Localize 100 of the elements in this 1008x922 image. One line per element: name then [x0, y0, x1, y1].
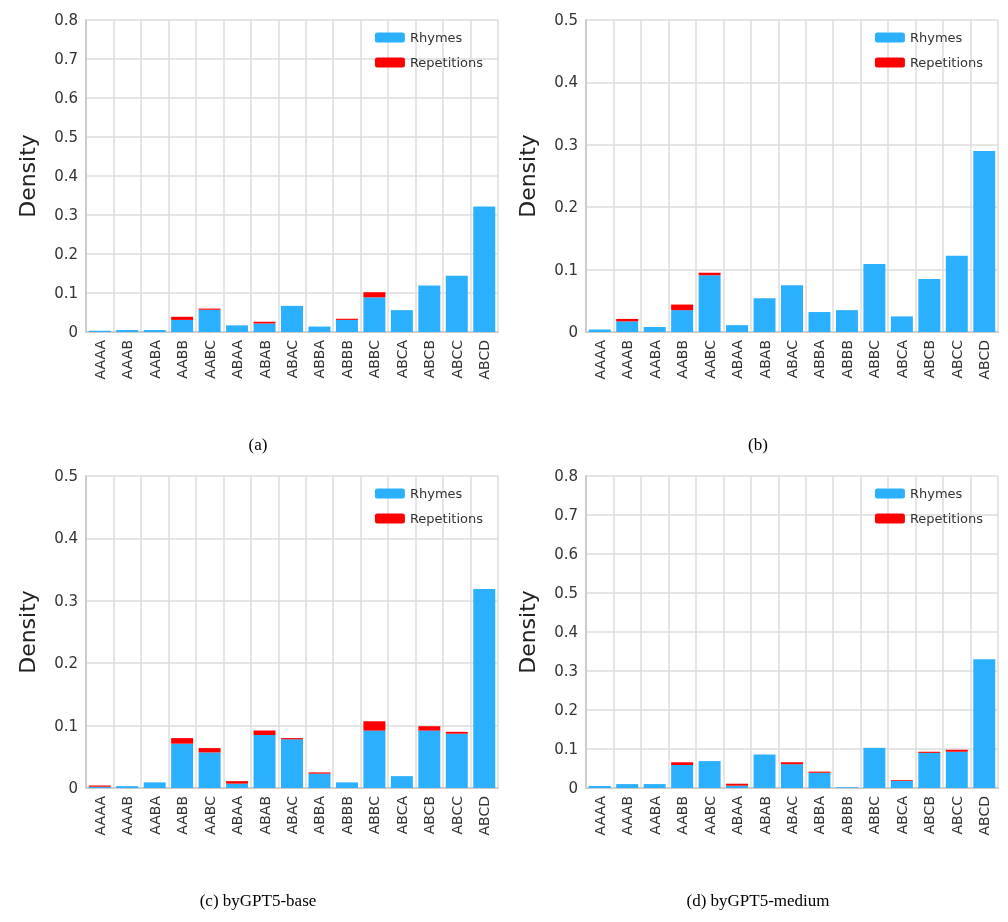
legend-label: Repetitions — [909, 55, 984, 70]
bar — [643, 784, 666, 788]
y-axis-title: Density — [514, 590, 540, 674]
x-tick-label: AABB — [174, 340, 191, 379]
bar — [226, 783, 249, 788]
x-tick-label: ABBC — [366, 339, 383, 379]
bar — [198, 309, 221, 332]
bar — [445, 733, 468, 788]
y-tick-label: 0.3 — [554, 662, 578, 680]
bar — [363, 292, 386, 298]
bar — [171, 738, 194, 744]
x-tick-label: ABAC — [284, 339, 300, 379]
y-tick-label: 0 — [68, 323, 78, 341]
x-tick-label: ABCB — [921, 796, 938, 835]
y-tick-label: 0.6 — [554, 545, 578, 563]
bar — [363, 730, 386, 788]
text: (a) — [248, 435, 268, 454]
y-tick-label: 0.8 — [554, 467, 578, 485]
x-tick-label: ABBB — [338, 796, 355, 835]
x-tick-label: ABBA — [811, 339, 828, 379]
x-tick-label: ABBC — [366, 795, 383, 835]
bar — [616, 321, 639, 332]
bar — [835, 310, 858, 332]
x-tick-label: ABAC — [784, 339, 800, 379]
x-tick-label: ABCB — [421, 340, 438, 379]
bar — [418, 726, 441, 731]
x-tick-label: AAAB — [119, 340, 136, 380]
x-tick-label: ABAC — [784, 795, 800, 835]
bar — [781, 764, 803, 788]
bar — [808, 312, 831, 332]
y-tick-label: 0.2 — [54, 245, 78, 263]
x-tick-label: AAAA — [591, 795, 608, 836]
x-tick-label: ABCD — [976, 340, 993, 380]
bar — [890, 780, 913, 788]
legend-label: Repetitions — [909, 511, 984, 526]
y-axis-title: Density — [514, 134, 540, 218]
bar — [863, 263, 886, 332]
bar — [281, 305, 303, 332]
bar — [253, 323, 276, 332]
x-tick-label: ABAB — [756, 796, 773, 835]
x-tick-label: AABA — [146, 339, 163, 379]
x-tick-label: ABAB — [256, 796, 273, 835]
x-tick-label: ABCA — [393, 795, 410, 835]
y-tick-label: 0 — [568, 323, 578, 341]
bar — [973, 151, 996, 332]
y-tick-label: 0.5 — [54, 467, 78, 485]
bar — [198, 752, 221, 788]
x-tick-label: ABBB — [838, 796, 855, 835]
bar — [171, 743, 194, 788]
x-tick-label: ABBA — [311, 339, 328, 379]
x-tick-label: ABCD — [476, 796, 493, 836]
y-tick-label: 0.3 — [54, 591, 78, 610]
x-tick-label: AABC — [201, 339, 218, 379]
bar — [253, 730, 276, 735]
legend-label: Repetitions — [409, 511, 484, 526]
x-tick-label: ABCA — [893, 795, 910, 835]
y-tick-label: 0.6 — [54, 89, 78, 107]
bar — [918, 278, 941, 332]
legend-label: Rhymes — [909, 486, 963, 501]
bar — [890, 316, 913, 332]
bar — [753, 298, 776, 332]
x-tick-label: ABCD — [976, 796, 993, 836]
x-tick-label: ABBB — [838, 340, 855, 379]
x-tick-label: ABAA — [229, 339, 246, 379]
y-tick-label: 0.2 — [54, 654, 78, 673]
bar — [945, 751, 968, 788]
y-tick-label: 0.5 — [554, 11, 578, 29]
y-tick-label: 0.4 — [54, 529, 78, 548]
y-tick-label: 0.1 — [554, 740, 578, 758]
y-tick-label: 0.1 — [54, 716, 78, 735]
bar — [308, 773, 331, 788]
text: (b) — [748, 435, 768, 454]
bar — [171, 319, 194, 332]
bar — [281, 739, 303, 788]
bar — [390, 310, 413, 332]
bar — [226, 325, 249, 332]
y-tick-label: 0.2 — [554, 198, 578, 217]
x-tick-label: AABC — [201, 795, 218, 835]
x-tick-label: ABAA — [729, 795, 746, 835]
bar — [445, 275, 468, 332]
bar — [390, 776, 413, 788]
y-tick-label: 0.3 — [554, 135, 578, 154]
x-tick-label: AABC — [701, 339, 718, 379]
x-tick-label: AABA — [646, 795, 663, 835]
x-tick-label: AAAA — [591, 339, 608, 380]
x-tick-label: ABBA — [811, 795, 828, 835]
bar — [671, 762, 694, 765]
bar — [143, 782, 166, 788]
y-tick-label: 0.5 — [554, 584, 578, 602]
bar — [198, 748, 221, 753]
x-tick-label: AAAB — [119, 796, 136, 836]
bar — [726, 325, 749, 332]
legend-label: Rhymes — [409, 30, 463, 45]
x-tick-label: ABCB — [421, 796, 438, 835]
x-tick-label: AAAB — [619, 796, 636, 836]
bar — [335, 319, 358, 332]
x-tick-label: ABCA — [393, 339, 410, 379]
x-tick-label: AABC — [701, 795, 718, 835]
bar — [643, 327, 666, 332]
y-axis-title: Density — [14, 590, 40, 674]
